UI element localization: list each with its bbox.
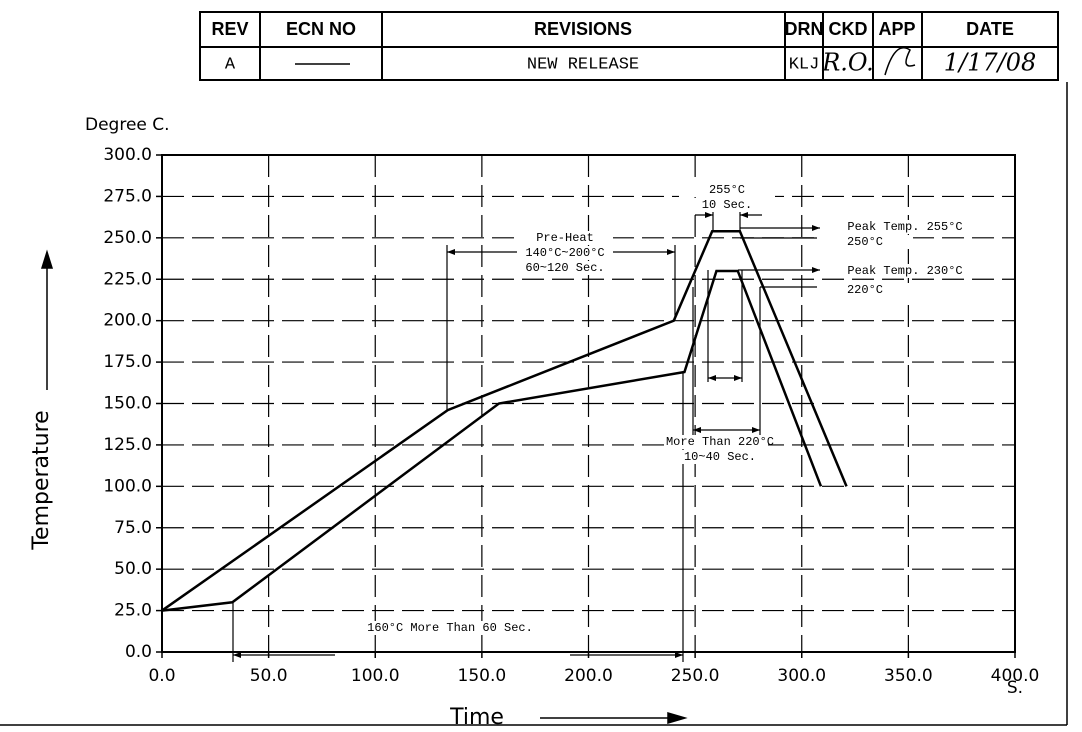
annotation: Peak Temp. 230°C: [847, 264, 962, 278]
annotation: 255°C: [709, 183, 745, 197]
annotation: 160°C More Than 60 Sec.: [367, 621, 533, 635]
annotation: 10 Sec.: [702, 198, 752, 212]
x-tick-label: 0.0: [148, 666, 175, 686]
annotation: 220°C: [847, 283, 883, 297]
y-tick-label: 250.0: [103, 228, 152, 248]
y-tick-label: 50.0: [114, 559, 152, 579]
arrowhead: [705, 212, 713, 218]
x-tick-label: 100.0: [351, 666, 400, 686]
app-signature: [884, 47, 916, 76]
table-header: REV: [211, 19, 248, 39]
arrowhead: [233, 652, 241, 658]
annotation-bg: [857, 264, 953, 278]
annotation-bg: [679, 198, 775, 212]
y-tick-label: 75.0: [114, 518, 152, 538]
table-cell: A: [225, 55, 236, 74]
annotation-bg: [517, 231, 613, 245]
arrowhead: [812, 267, 820, 273]
annotation: 10~40 Sec.: [684, 450, 756, 464]
y-tick-label: 300.0: [103, 145, 152, 165]
table-cell: 1/17/08: [944, 49, 1037, 77]
arrowhead: [752, 427, 760, 433]
y-tick-label: 275.0: [103, 186, 152, 206]
table-header: DATE: [966, 19, 1014, 39]
annotation-bg: [817, 283, 913, 297]
x-tick-label: 200.0: [564, 666, 613, 686]
arrowhead: [667, 249, 675, 255]
annotation: 250°C: [847, 235, 883, 249]
annotation: 140°C~200°C: [525, 246, 604, 260]
table-header: APP: [878, 19, 915, 39]
annotation-bg: [817, 235, 913, 249]
arrowhead: [708, 375, 716, 381]
table-header: ECN NO: [286, 19, 356, 39]
profile-line: [161, 269, 823, 612]
table-header: REVISIONS: [534, 19, 632, 39]
y-tick-label: 150.0: [103, 394, 152, 414]
annotation: Peak Temp. 255°C: [847, 220, 962, 234]
y-tick-label: 175.0: [103, 352, 152, 372]
x-axis-label: Time: [449, 705, 504, 730]
y-tick-label: 100.0: [103, 476, 152, 496]
arrowhead: [734, 375, 742, 381]
arrowhead: [667, 711, 688, 725]
table-header: DRN: [785, 19, 824, 39]
y-tick-label: 125.0: [103, 435, 152, 455]
x-tick-label: 350.0: [884, 666, 933, 686]
annotation-bg: [517, 246, 613, 260]
y-tick-label: 225.0: [103, 269, 152, 289]
annotation-bg: [517, 261, 613, 275]
annotation-bg: [672, 450, 768, 464]
table-header: CKD: [829, 19, 868, 39]
annotation-bg: [340, 621, 560, 635]
y-tick-label: 25.0: [114, 601, 152, 621]
table-cell: R.O.: [821, 49, 874, 77]
x-tick-label: 400.0: [991, 666, 1040, 686]
table-cell: KLJ: [789, 55, 820, 74]
arrowhead: [675, 652, 683, 658]
y-unit: Degree C.: [85, 115, 170, 135]
arrowhead: [812, 225, 820, 231]
annotation-bg: [679, 183, 775, 197]
annotation: 60~120 Sec.: [525, 261, 604, 275]
y-tick-label: 200.0: [103, 311, 152, 331]
annotation-bg: [672, 435, 768, 449]
annotation-bg: [857, 220, 953, 234]
x-tick-label: 300.0: [777, 666, 826, 686]
revision-table: [0, 11, 1068, 726]
axis-arrows: [40, 249, 688, 725]
annotation: More Than 220°C: [666, 435, 774, 449]
x-tick-label: 50.0: [250, 666, 288, 686]
arrowhead: [40, 249, 54, 269]
arrowhead: [447, 249, 455, 255]
table-cell: NEW RELEASE: [527, 55, 639, 74]
arrowhead: [693, 427, 701, 433]
x-tick-label: 150.0: [458, 666, 507, 686]
y-tick-label: 0.0: [125, 642, 152, 662]
x-unit: S.: [1007, 678, 1023, 698]
annotation: Pre-Heat: [536, 231, 594, 245]
arrowhead: [740, 212, 748, 218]
y-axis-label: Temperature: [29, 410, 54, 550]
profile-line: [161, 229, 848, 612]
x-tick-label: 250.0: [671, 666, 720, 686]
